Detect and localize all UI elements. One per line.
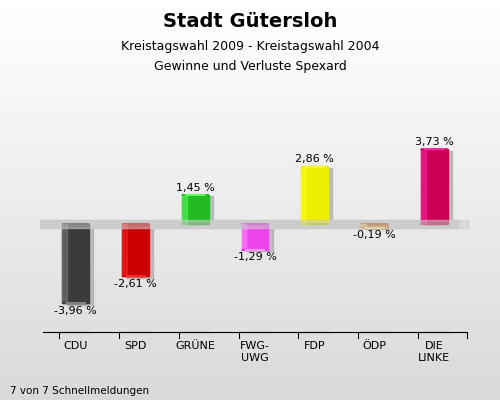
Text: -0,19 %: -0,19 % [353,230,396,240]
Ellipse shape [361,227,388,228]
Ellipse shape [242,249,268,250]
Bar [40,220,476,228]
Bar [242,224,268,250]
Bar [66,226,94,305]
Ellipse shape [420,149,448,150]
Text: -2,61 %: -2,61 % [114,278,157,289]
Bar [425,151,452,226]
Text: FDP: FDP [304,341,326,351]
Ellipse shape [304,166,325,167]
Text: -3,96 %: -3,96 % [54,306,97,316]
Ellipse shape [302,166,328,167]
Text: FWG-
UWG: FWG- UWG [240,341,270,362]
Bar [246,225,272,251]
Bar [361,224,366,228]
Text: GRÜNE: GRÜNE [176,341,215,351]
Ellipse shape [62,303,90,304]
Text: -1,29 %: -1,29 % [234,252,276,262]
Text: DIE
LINKE: DIE LINKE [418,341,450,362]
Bar [182,195,186,224]
Bar [122,224,127,276]
Bar [420,150,448,224]
Text: Stadt Gütersloh: Stadt Gütersloh [163,12,337,31]
Text: Kreistagswahl 2009 - Kreistagswahl 2004: Kreistagswahl 2009 - Kreistagswahl 2004 [121,40,380,53]
Bar [242,224,246,250]
Text: Gewinne und Verluste Spexard: Gewinne und Verluste Spexard [154,60,346,73]
Text: 2,86 %: 2,86 % [296,154,334,164]
Bar [420,150,426,224]
Bar [302,167,328,224]
Bar [122,224,149,276]
Ellipse shape [424,149,444,150]
Text: CDU: CDU [64,341,88,351]
Text: 3,73 %: 3,73 % [415,137,454,147]
Bar [361,224,388,228]
Bar [126,226,153,278]
Ellipse shape [122,276,149,277]
Bar [182,195,208,224]
Bar [302,167,306,224]
Bar [62,224,90,303]
Bar [62,224,67,303]
Text: SPD: SPD [124,341,146,351]
Text: 7 von 7 Schnellmeldungen: 7 von 7 Schnellmeldungen [10,386,149,396]
Bar [365,225,392,229]
Ellipse shape [66,303,86,304]
Bar [40,220,458,228]
Bar [306,168,332,226]
Text: 1,45 %: 1,45 % [176,182,214,192]
Bar [186,196,213,226]
Text: ÖDP: ÖDP [362,341,386,351]
Ellipse shape [182,194,208,196]
